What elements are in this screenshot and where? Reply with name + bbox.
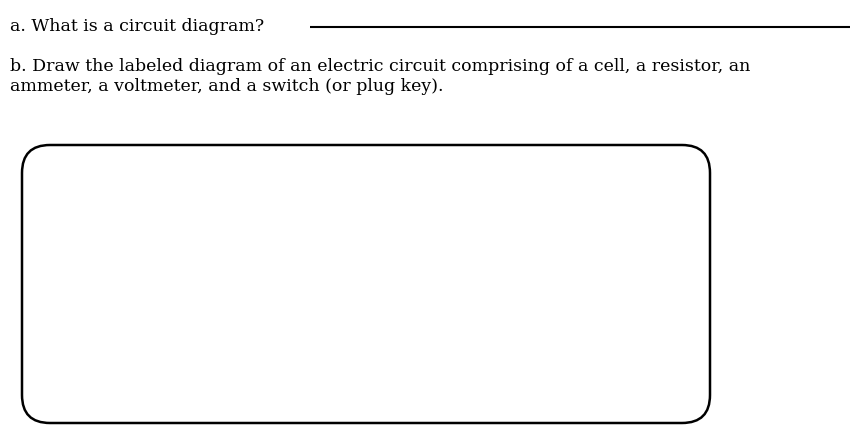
Text: a. What is a circuit diagram?: a. What is a circuit diagram?	[10, 18, 264, 35]
FancyBboxPatch shape	[22, 145, 710, 423]
Text: b. Draw the labeled diagram of an electric circuit comprising of a cell, a resis: b. Draw the labeled diagram of an electr…	[10, 58, 751, 75]
Text: ammeter, a voltmeter, and a switch (or plug key).: ammeter, a voltmeter, and a switch (or p…	[10, 78, 444, 95]
